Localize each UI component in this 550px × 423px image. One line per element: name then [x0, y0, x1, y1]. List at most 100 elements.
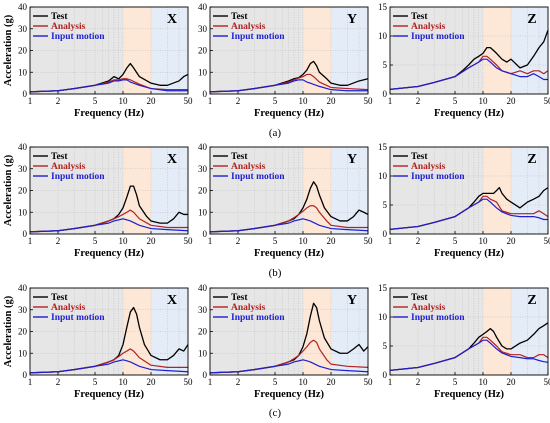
series-line-input-motion	[389, 198, 548, 230]
series-line-input-motion	[389, 339, 549, 371]
y-tick-label: 0	[23, 89, 28, 99]
x-tick-label: 50	[184, 96, 194, 106]
x-tick-label: 1	[28, 96, 33, 106]
y-tick-label: 15	[378, 283, 388, 293]
y-tick-label: 15	[378, 2, 388, 12]
band-high-frequency	[150, 288, 188, 375]
y-axis-title: Acceleration (g)	[3, 295, 14, 367]
legend-label-test: Test	[231, 152, 248, 162]
x-tick-label: 50	[364, 377, 374, 387]
x-axis-title: Frequency (Hz)	[254, 389, 325, 400]
x-tick-label: 10	[478, 236, 488, 246]
series-line-input-motion	[209, 218, 369, 233]
x-tick-label: 1	[388, 96, 393, 106]
x-tick-label: 1	[208, 96, 213, 106]
x-tick-label: 1	[28, 236, 33, 246]
direction-label: Z	[527, 293, 536, 308]
x-tick-label: 2	[56, 236, 61, 246]
x-tick-label: 20	[326, 236, 336, 246]
x-axis-title: Frequency (Hz)	[254, 248, 325, 259]
row-caption-a: (a)	[269, 127, 282, 139]
x-tick-label: 5	[93, 96, 98, 106]
x-tick-label: 20	[326, 377, 336, 387]
y-tick-label: 15	[378, 142, 388, 152]
y-tick-label: 20	[18, 327, 28, 337]
x-tick-label: 1	[28, 377, 33, 387]
legend-label-analysis: Analysis	[231, 303, 266, 313]
series-line-input-motion	[29, 359, 189, 374]
x-tick-label: 10	[478, 377, 488, 387]
legend-label-analysis: Analysis	[231, 22, 266, 32]
y-tick-label: 10	[18, 348, 28, 358]
x-tick-label: 5	[453, 236, 458, 246]
x-tick-label: 2	[56, 377, 61, 387]
y-tick-label: 20	[198, 46, 208, 56]
x-axis-title: Frequency (Hz)	[74, 389, 145, 400]
x-tick-label: 2	[236, 377, 241, 387]
direction-label: X	[167, 12, 177, 27]
x-tick-label: 2	[416, 96, 421, 106]
x-tick-label: 20	[146, 236, 156, 246]
x-tick-label: 10	[478, 96, 488, 106]
legend-label-analysis: Analysis	[411, 22, 446, 32]
x-tick-label: 50	[184, 236, 194, 246]
series-line-input-motion	[209, 79, 368, 93]
chart-panel-a-Y: 1 2 5 10 20 50 0 10 20 30 40 Frequency (Hz) Y TestAna…	[198, 2, 373, 119]
y-tick-label: 30	[18, 305, 28, 315]
x-tick-label: 5	[93, 377, 98, 387]
x-tick-label: 1	[388, 236, 393, 246]
x-tick-label: 50	[544, 96, 550, 106]
series-line-input-motion	[209, 359, 369, 374]
plot-frame	[389, 146, 549, 235]
band-mid-frequency	[122, 147, 151, 234]
y-tick-label: 0	[203, 370, 208, 380]
legend-label-test: Test	[231, 12, 248, 22]
legend-label-input-motion: Input motion	[411, 32, 465, 42]
legend-label-analysis: Analysis	[411, 303, 446, 313]
legend-label-input-motion: Input motion	[231, 172, 285, 182]
row-caption-c: (c)	[269, 407, 282, 419]
series-line-input-motion	[389, 58, 548, 90]
direction-label: Y	[347, 152, 357, 167]
x-tick-label: 50	[364, 236, 374, 246]
x-tick-label: 2	[416, 236, 421, 246]
y-tick-label: 5	[383, 60, 388, 70]
x-tick-label: 10	[118, 236, 128, 246]
x-tick-label: 20	[506, 236, 516, 246]
y-tick-label: 10	[378, 312, 388, 322]
chart-panel-c-Y: 1 2 5 10 20 50 0 10 20 30 40 Frequency (Hz) Y TestAna…	[198, 283, 373, 400]
y-tick-label: 10	[198, 348, 208, 358]
x-tick-label: 5	[453, 377, 458, 387]
x-tick-label: 50	[544, 236, 550, 246]
band-low-frequency	[390, 7, 483, 94]
x-axis-title: Frequency (Hz)	[74, 248, 145, 259]
legend-label-analysis: Analysis	[51, 162, 86, 172]
legend-label-input-motion: Input motion	[51, 32, 105, 42]
legend-label-test: Test	[411, 293, 428, 303]
x-tick-label: 20	[326, 96, 336, 106]
direction-label: X	[167, 293, 177, 308]
x-axis-title: Frequency (Hz)	[254, 108, 325, 119]
chart-panel-c-X: 1 2 5 10 20 50 0 10 20 30 40 Frequency (Hz) Accelera…	[3, 283, 193, 400]
x-tick-label: 2	[236, 96, 241, 106]
x-tick-label: 5	[453, 96, 458, 106]
y-tick-label: 0	[383, 89, 388, 99]
band-high-frequency	[150, 147, 188, 234]
legend-label-test: Test	[51, 293, 68, 303]
x-tick-label: 50	[184, 377, 194, 387]
series-line-input-motion	[29, 218, 189, 233]
x-axis-title: Frequency (Hz)	[74, 108, 145, 119]
band-high-frequency	[330, 288, 368, 375]
x-tick-label: 20	[146, 96, 156, 106]
row-caption-b: (b)	[269, 267, 282, 279]
y-tick-label: 0	[23, 370, 28, 380]
x-tick-label: 5	[273, 377, 278, 387]
band-mid-frequency	[482, 7, 511, 94]
